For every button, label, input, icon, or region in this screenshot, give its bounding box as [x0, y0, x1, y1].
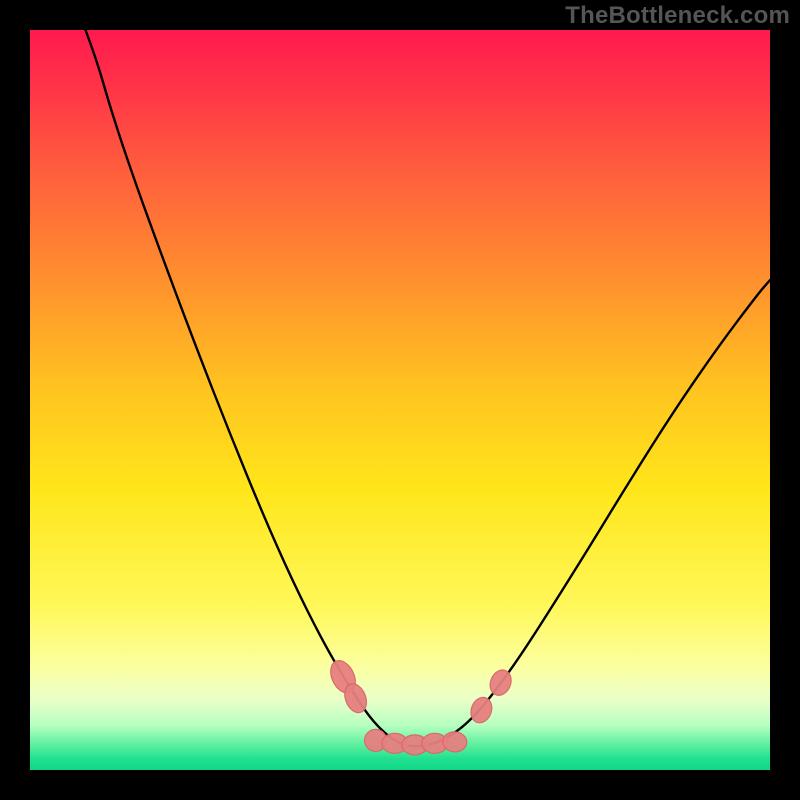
plot-area: [30, 30, 770, 770]
chart-frame: { "watermark": { "text": "TheBottleneck.…: [0, 0, 800, 800]
gradient-background: [30, 30, 770, 770]
watermark-text: TheBottleneck.com: [565, 2, 790, 30]
bottleneck-chart: [0, 0, 800, 800]
